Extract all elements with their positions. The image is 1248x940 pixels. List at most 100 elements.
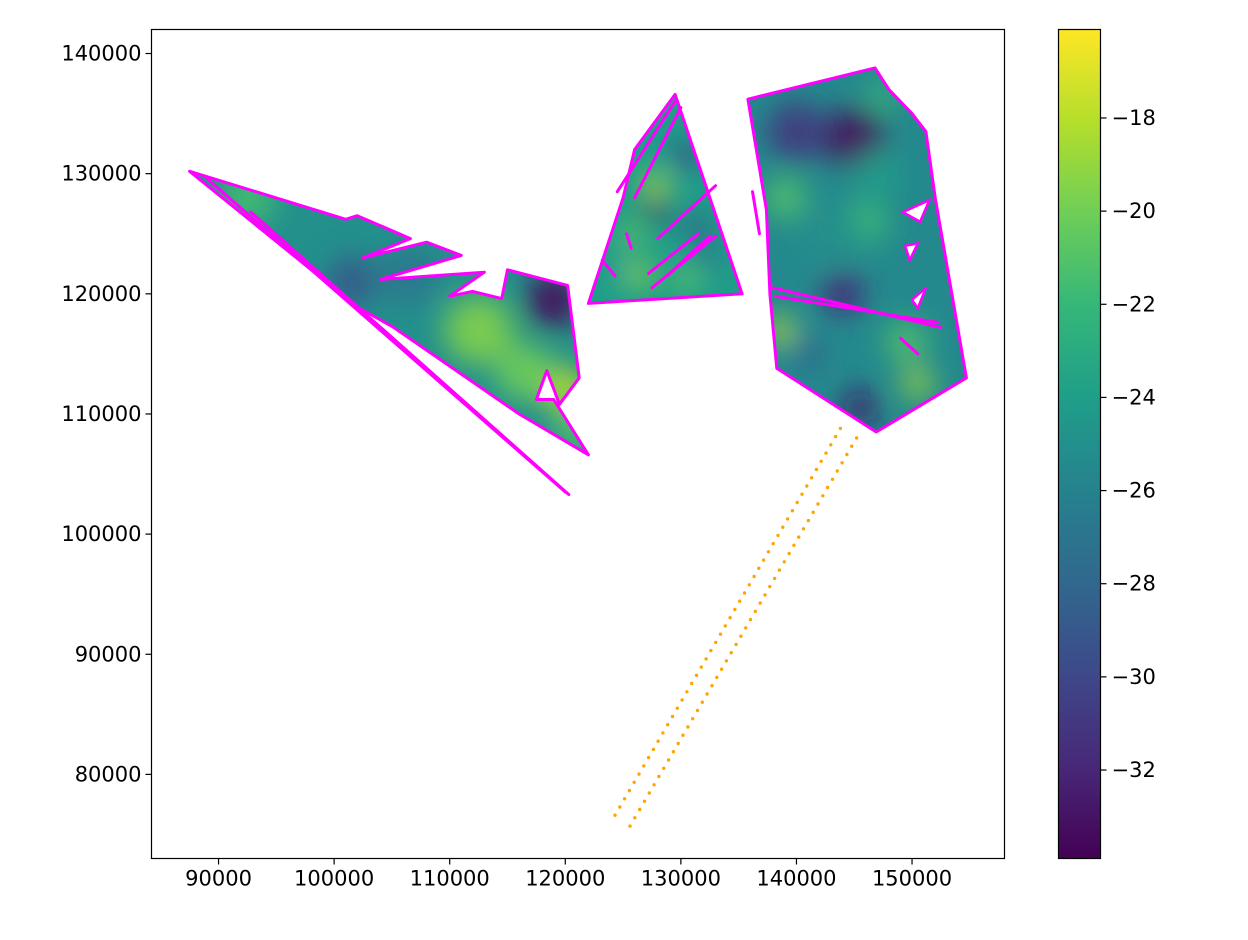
track-point xyxy=(805,484,809,488)
x-tick-label: 120000 xyxy=(525,867,605,891)
region-boundary xyxy=(746,66,968,434)
track-point xyxy=(686,725,690,729)
track-point xyxy=(811,510,815,514)
boundary-segment xyxy=(751,190,761,236)
boundary-segment xyxy=(625,232,633,250)
colorbar-tick-label: −28 xyxy=(1112,572,1156,596)
heat-spot xyxy=(765,316,793,344)
track-point xyxy=(709,648,713,653)
track-point xyxy=(657,774,661,779)
track-point xyxy=(795,500,799,505)
track-point xyxy=(814,467,819,472)
track-point xyxy=(719,667,724,671)
track-point xyxy=(680,698,684,702)
heatmap-regions xyxy=(189,67,967,455)
track-point xyxy=(714,640,718,645)
y-tick-label: 80000 xyxy=(75,762,142,786)
track-point xyxy=(761,558,766,562)
track-point xyxy=(638,807,642,812)
track-point xyxy=(806,518,811,523)
boundary-segment xyxy=(633,106,683,200)
boundary-segment xyxy=(205,176,567,494)
survey-track xyxy=(613,426,859,828)
region-boundary xyxy=(188,169,590,457)
x-axis: 90000 100000 110000 120000 130000 140000 15000… xyxy=(185,858,952,891)
x-tick-label: 100000 xyxy=(294,867,374,891)
track-point xyxy=(685,690,689,694)
colorbar: −18 −20 −22 −24 −26 −28 −30 −32 xyxy=(1057,28,1156,860)
heat-spot xyxy=(495,343,554,401)
track-point xyxy=(777,568,782,572)
x-tick-label: 110000 xyxy=(410,867,490,891)
y-tick-label: 130000 xyxy=(61,162,141,186)
track-point xyxy=(632,780,636,784)
track-point xyxy=(671,750,676,754)
region-boundary xyxy=(586,92,744,305)
track-point xyxy=(838,426,843,431)
track-point xyxy=(833,434,838,439)
track-point xyxy=(747,583,751,587)
y-tick-label: 100000 xyxy=(61,522,141,546)
y-axis: 80000 90000 100000 110000 120000 130000 140000 xyxy=(61,42,152,786)
track-point xyxy=(695,708,700,713)
boundary-segment xyxy=(898,336,920,356)
heat-spot xyxy=(764,176,806,219)
colorbar-tick-label: −22 xyxy=(1112,292,1156,316)
track-point xyxy=(758,601,762,605)
track-point xyxy=(675,706,679,710)
heat-spot xyxy=(642,197,669,223)
track-point xyxy=(739,634,743,638)
y-tick-label: 110000 xyxy=(61,402,141,426)
track-point xyxy=(633,816,637,820)
colorbar-tick-label: −24 xyxy=(1112,385,1156,409)
heat-spot xyxy=(619,221,645,247)
boundary-segment xyxy=(650,234,718,290)
track-point xyxy=(776,533,780,538)
colorbar-tick-label: −18 xyxy=(1112,106,1156,130)
heat-spot xyxy=(594,246,629,282)
plot-frame xyxy=(150,28,1006,860)
track-point xyxy=(835,469,839,473)
track-point xyxy=(845,452,849,457)
track-point xyxy=(670,714,675,719)
track-point xyxy=(771,541,775,546)
colorbar-tick-label: −26 xyxy=(1112,479,1156,503)
x-tick-label: 140000 xyxy=(756,867,836,891)
track-point xyxy=(652,783,656,787)
boundary-segment xyxy=(656,184,718,241)
track-point xyxy=(666,758,671,762)
y-tick-label: 120000 xyxy=(61,282,141,306)
track-point xyxy=(797,535,801,539)
track-point xyxy=(768,584,772,589)
colorbar-frame xyxy=(1057,28,1102,860)
track-point xyxy=(850,444,854,448)
track-point xyxy=(718,632,723,636)
track-point xyxy=(742,591,747,595)
track-point xyxy=(738,599,742,603)
track-point xyxy=(733,607,737,612)
track-point xyxy=(781,525,785,529)
track-point xyxy=(691,717,695,721)
track-point xyxy=(627,788,632,793)
track-point xyxy=(753,609,757,614)
track-point xyxy=(792,543,796,547)
track-point xyxy=(661,731,665,735)
track-point xyxy=(790,509,795,513)
track-point xyxy=(763,593,767,597)
track-point xyxy=(666,723,670,727)
track-point xyxy=(729,651,733,655)
boundary-segment xyxy=(774,294,941,325)
boundary-segment xyxy=(600,258,617,278)
heat-spot xyxy=(524,270,583,329)
heat-spot xyxy=(902,368,933,399)
track-point xyxy=(662,766,666,770)
x-tick-label: 150000 xyxy=(872,867,952,891)
track-point xyxy=(613,813,617,817)
track-point xyxy=(830,477,835,481)
track-point xyxy=(734,642,738,647)
colorbar-tick-label: −32 xyxy=(1112,758,1156,782)
track-point xyxy=(825,485,830,490)
heat-spot xyxy=(642,173,669,199)
heat-spot xyxy=(673,266,700,293)
